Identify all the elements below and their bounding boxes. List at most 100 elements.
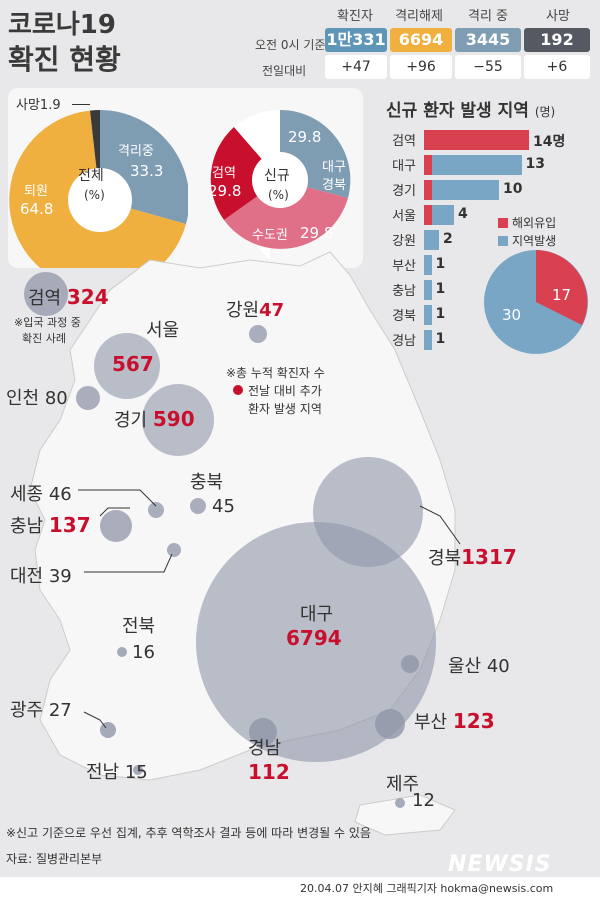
bar-overseas [424, 155, 432, 175]
confirmed-change: +47 [325, 55, 387, 79]
bar-chart-title: 신규 환자 발생 지역 (명) [386, 101, 556, 121]
bar-label: 서울 [392, 209, 416, 224]
time-label: 오전 0시 기준 [255, 38, 326, 52]
bar-label: 대구 [392, 159, 416, 174]
region-jeju-name: 제주 [386, 774, 420, 795]
region-gwangju: 광주 27 [10, 700, 72, 721]
region-seoul-value: 567 [112, 352, 154, 376]
isolated-label: 격리 중 [467, 9, 508, 24]
origin-pie-local-value: 30 [502, 306, 522, 324]
bar-value: 1 [435, 256, 446, 272]
bar-label: 경북 [392, 309, 416, 324]
death-label: 사망 [546, 9, 570, 24]
region-seoul-name: 서울 [146, 320, 180, 341]
bubble-busan [375, 709, 405, 739]
daegu-pie-value: 29.8 [288, 128, 322, 146]
released-change: +96 [390, 55, 452, 79]
region-jeonnam: 전남 15 [86, 762, 148, 783]
bubble-chungbuk [190, 498, 206, 514]
bar-local [424, 255, 432, 275]
pie-hole [68, 168, 132, 232]
new-pie-main [210, 109, 351, 249]
capital-pie-label: 수도권 [252, 228, 288, 243]
origin-pie [484, 250, 588, 354]
region-jeonbuk-name: 전북 [122, 616, 156, 637]
region-daejeon: 대전 39 [10, 566, 72, 587]
bubble-gangwon [249, 325, 267, 343]
title-line2: 확진 현황 [8, 43, 121, 76]
region-airport: 검역 324 [28, 285, 109, 309]
newsis-logo: NEWSIS [448, 852, 552, 877]
bar-overseas [424, 130, 529, 150]
leader-gyeongbuk [419, 505, 461, 545]
legend-local-swatch [498, 236, 508, 246]
released-pie-label: 퇴원 [24, 184, 48, 199]
new-unit: (%) [268, 188, 289, 202]
death-change: +6 [524, 55, 590, 79]
airport-note2: 확진 사례 [22, 332, 66, 345]
death-value: 192 [524, 28, 590, 52]
legend-local: 지역발생 [512, 234, 557, 248]
bar-value: 1 [435, 331, 446, 347]
note-total: ※총 누적 확진자 수 [226, 366, 325, 380]
region-gyeongnam-name: 경남 [248, 738, 282, 759]
bubble-jeonnam [133, 765, 143, 775]
released-value: 6694 [390, 28, 452, 52]
airport-pie-label: 검역 [212, 166, 236, 181]
legend-red-dot [233, 385, 243, 395]
bar-local [431, 205, 454, 225]
bar-local [431, 155, 522, 175]
legend-overseas: 해외유입 [512, 216, 557, 230]
new-pie-hole [252, 152, 308, 208]
bar-overseas [424, 180, 432, 200]
capital-pie-value: 29.8 [300, 224, 334, 242]
bubble-sejong [148, 502, 164, 518]
daegu-pie-label1: 대구 [322, 160, 346, 175]
bar-label: 충남 [392, 284, 416, 299]
bar-value: 14명 [533, 134, 566, 150]
isolated-pie-label: 격리중 [118, 144, 154, 159]
bubble-ulsan [401, 655, 419, 673]
released-pie-value: 64.8 [20, 200, 54, 218]
region-chungbuk-value: 45 [212, 496, 235, 517]
bar-local [431, 180, 499, 200]
note-region: 환자 발생 지역 [248, 402, 322, 416]
leader-seoul [99, 507, 130, 517]
korea-map [24, 251, 461, 836]
leader-gwangju [83, 711, 107, 729]
new-center: 신규 [264, 168, 290, 184]
bar-value: 10 [503, 181, 523, 197]
death-pie-label: 사망1.9 [16, 98, 61, 113]
bubble-jeju [395, 798, 405, 808]
bar-label: 강원 [392, 234, 416, 249]
bar-local [424, 280, 432, 300]
bubble-incheon [76, 386, 100, 410]
region-jeju-value: 12 [412, 790, 435, 811]
bubble-chungnam [100, 510, 132, 542]
isolated-value: 3445 [455, 28, 521, 52]
region-daegu-value: 6794 [286, 626, 342, 650]
daegu-pie-label2: 경북 [322, 178, 346, 193]
bar-label: 경남 [392, 334, 416, 349]
bubble-daejeon [167, 543, 181, 557]
change-label: 전일대비 [262, 64, 307, 78]
bubble-gyeonggi [142, 384, 214, 456]
total-pie [9, 110, 188, 268]
bubble-airport [24, 272, 68, 316]
region-sejong: 세종 46 [10, 484, 72, 505]
isolated-pie-value: 33.3 [130, 162, 164, 180]
total-center: 전체 [78, 168, 104, 184]
origin-pie-overseas-value: 17 [552, 286, 572, 304]
bar-local [424, 230, 439, 250]
bar-value: 1 [435, 281, 446, 297]
leader-sejong [78, 489, 157, 507]
bubble-seoul [94, 333, 160, 399]
bar-value: 13 [525, 156, 545, 172]
region-gyeongnam-value: 112 [248, 760, 290, 784]
bubble-gyeongnam [249, 718, 277, 746]
confirmed-value: 1만331 [325, 28, 387, 52]
region-gyeongbuk: 경북1317 [428, 545, 517, 569]
pie-slice-airport [210, 127, 280, 220]
region-chungbuk-name: 충북 [190, 472, 224, 493]
